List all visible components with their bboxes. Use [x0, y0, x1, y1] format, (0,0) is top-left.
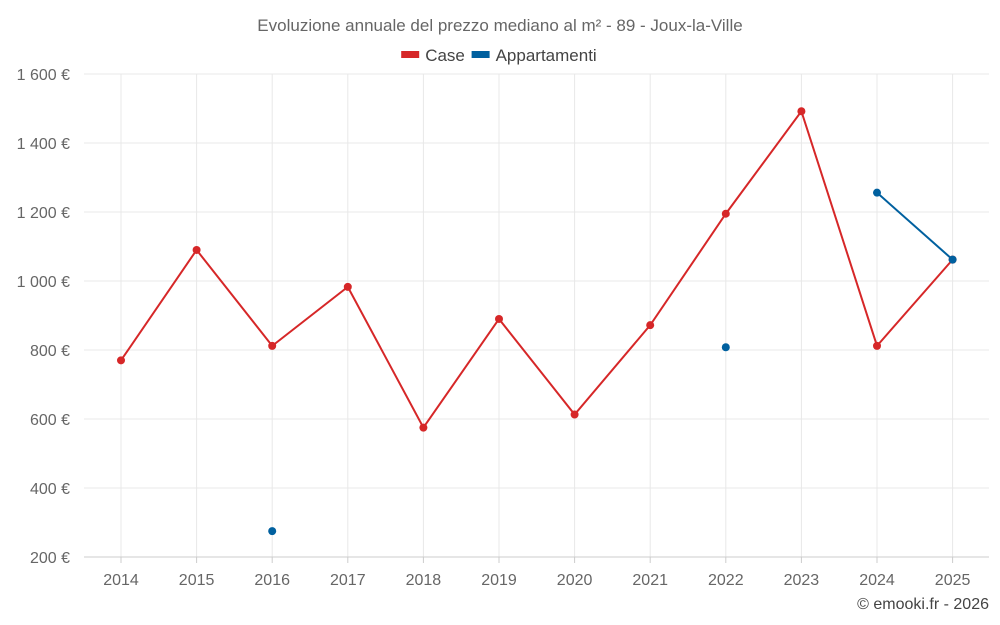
x-tick-label: 2015 — [179, 572, 215, 589]
y-tick-label: 400 € — [30, 481, 70, 498]
legend: Case Appartamenti — [401, 46, 597, 65]
series-line-appartamenti — [876, 191, 954, 261]
x-tick-label: 2014 — [103, 572, 139, 589]
x-axis: 2014 2015 2016 2017 2018 2019 2020 2021 2022 2023… — [84, 556, 989, 589]
legend-swatch — [401, 51, 420, 58]
y-tick-label: 1 600 € — [17, 67, 70, 84]
data-point-case[interactable] — [721, 209, 730, 218]
y-tick-label: 600 € — [30, 412, 70, 429]
y-tick-label: 800 € — [30, 343, 70, 360]
y-axis: 200 € 400 € 600 € 800 € 1 000 € 1 200 € 1 400 … — [17, 67, 70, 567]
x-tick-label: 2016 — [254, 572, 290, 589]
legend-item-appartamenti[interactable]: Appartamenti — [471, 46, 597, 65]
data-point-appartamenti[interactable] — [948, 255, 957, 264]
x-tick-label: 2022 — [708, 572, 744, 589]
y-tick-label: 1 200 € — [17, 205, 70, 222]
grid — [84, 73, 989, 558]
chart-title: Evoluzione annuale del prezzo mediano al… — [257, 16, 742, 35]
y-tick-label: 1 000 € — [17, 274, 70, 291]
data-point-appartamenti[interactable] — [721, 343, 730, 352]
series-layer — [117, 107, 957, 536]
data-point-case[interactable] — [343, 282, 352, 291]
x-tick-label: 2021 — [632, 572, 668, 589]
data-point-case[interactable] — [646, 321, 655, 330]
data-point-case[interactable] — [419, 423, 428, 432]
legend-item-case[interactable]: Case — [401, 46, 465, 65]
x-tick-label: 2018 — [406, 572, 442, 589]
credit-text: © emooki.fr - 2026 — [857, 596, 989, 613]
data-point-case[interactable] — [873, 341, 881, 350]
x-tick-label: 2020 — [557, 572, 593, 589]
y-tick-label: 200 € — [30, 550, 70, 567]
legend-label: Case — [425, 46, 465, 65]
data-point-case[interactable] — [268, 341, 277, 350]
data-point-case[interactable] — [495, 314, 503, 323]
data-point-appartamenti[interactable] — [268, 527, 277, 536]
data-point-case[interactable] — [192, 245, 201, 254]
x-tick-label: 2023 — [784, 572, 820, 589]
data-point-appartamenti[interactable] — [873, 188, 881, 197]
legend-label: Appartamenti — [496, 46, 597, 65]
x-tick-label: 2017 — [330, 572, 366, 589]
legend-swatch — [471, 51, 490, 58]
data-point-case[interactable] — [570, 410, 579, 419]
x-tick-label: 2025 — [935, 572, 971, 589]
y-tick-label: 1 400 € — [17, 136, 70, 153]
data-point-case[interactable] — [117, 356, 125, 365]
series-line-case — [120, 109, 954, 430]
data-point-case[interactable] — [797, 107, 806, 116]
x-tick-label: 2024 — [859, 572, 895, 589]
x-tick-label: 2019 — [481, 572, 517, 589]
